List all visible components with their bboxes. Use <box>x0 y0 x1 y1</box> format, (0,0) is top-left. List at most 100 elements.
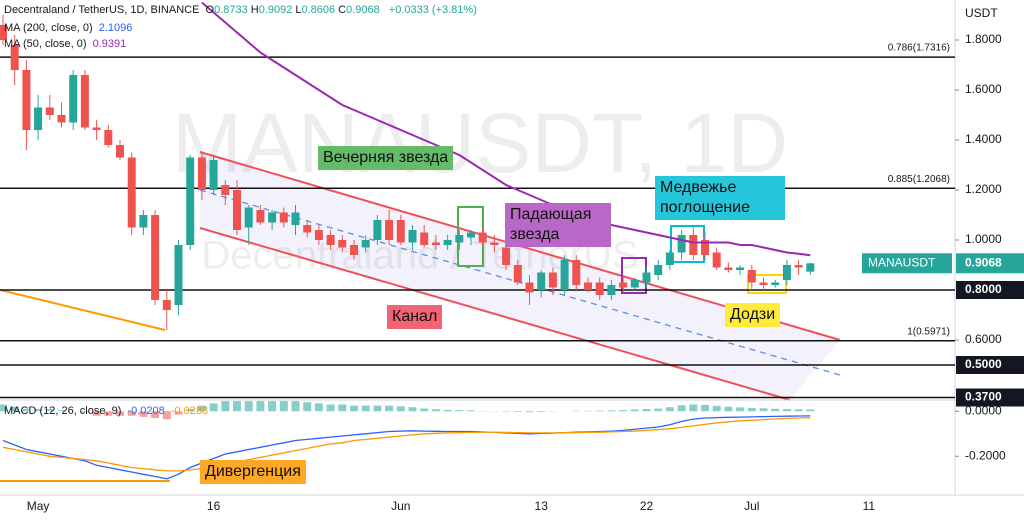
level-label: 0.3700 <box>965 390 1002 404</box>
level-label-box <box>956 281 1024 299</box>
histogram-bar <box>794 409 803 412</box>
candle-body <box>350 245 358 255</box>
y-tick-label: 1.8000 <box>965 32 1002 46</box>
candle-body <box>584 282 592 290</box>
candle-body <box>782 265 791 280</box>
candle-body <box>104 130 113 145</box>
ohlc: O0.8733 H0.9092 L0.8606 C0.9068 <box>206 4 383 16</box>
candle-body <box>151 215 160 300</box>
candle-body <box>642 272 651 283</box>
histogram-bar <box>303 402 312 412</box>
annotation: Додзи <box>725 303 781 327</box>
indicator-value: -0.0208 <box>127 405 165 417</box>
histogram-bar <box>209 403 218 412</box>
ohlc-value: 0.9092 <box>258 4 293 16</box>
fib-label: 1(0.5971) <box>907 326 950 337</box>
histogram-bar <box>45 409 54 412</box>
histogram-bar <box>630 409 639 412</box>
histogram-bar <box>104 411 113 416</box>
y-tick-label: 1.2000 <box>965 182 1002 196</box>
x-tick-label: May <box>27 499 50 513</box>
histogram-bar <box>221 401 230 412</box>
candle-body <box>197 157 206 190</box>
candle-body <box>467 232 475 238</box>
ohlc-label: O <box>205 4 215 16</box>
y-tick-label: 0.0000 <box>965 403 1002 417</box>
candle-body <box>338 240 347 248</box>
change: +0.0333 (+3.81%) <box>388 4 477 16</box>
histogram-bar <box>186 409 195 412</box>
candle-body <box>724 267 733 270</box>
candle-body <box>630 280 639 288</box>
histogram-bar <box>455 410 464 412</box>
indicator-legend: MA (50, close, 0) 0.9391 <box>4 38 129 50</box>
histogram-bar <box>151 411 160 418</box>
candle-body <box>759 282 768 285</box>
histogram-bar <box>338 404 347 412</box>
header: Decentraland / TetherUS, 1D, BINANCE O0.… <box>4 4 480 16</box>
candle-body <box>420 232 429 245</box>
histogram-bar <box>34 409 43 412</box>
histogram-bar <box>197 405 206 412</box>
histogram-bar <box>537 411 546 412</box>
histogram-bar <box>771 408 780 412</box>
histogram-bar <box>396 406 405 412</box>
candle-body <box>443 240 452 245</box>
candle-body <box>139 215 148 228</box>
candle-body <box>373 220 382 240</box>
y-tick-label: 1.0000 <box>965 232 1002 246</box>
candle-body <box>256 210 265 223</box>
price-label-box <box>862 253 952 274</box>
candle-body <box>10 45 19 70</box>
candle-body <box>116 145 124 158</box>
indicator-value: 2.1096 <box>98 22 133 34</box>
candle-body <box>279 212 288 223</box>
ohlc-label: L <box>295 4 302 16</box>
y-tick-label: 1.6000 <box>965 82 1002 96</box>
indicator-legend: MA (200, close, 0) 2.1096 <box>4 22 135 34</box>
histogram-bar <box>373 405 382 412</box>
histogram-bar <box>92 411 101 416</box>
histogram-bar <box>420 408 429 412</box>
candle-body <box>45 107 54 115</box>
histogram-bar <box>443 409 452 412</box>
x-tick-label: Jul <box>744 499 759 513</box>
annotation: Канал <box>387 305 443 329</box>
x-tick-label: Jun <box>391 499 410 513</box>
fib-label: 0.786(1.7316) <box>888 43 950 54</box>
histogram-bar <box>654 408 663 412</box>
histogram-bar <box>642 409 651 412</box>
histogram-bar <box>385 405 394 412</box>
histogram-bar <box>724 406 733 412</box>
histogram-bar <box>607 410 616 412</box>
ohlc-value: 0.8733 <box>214 4 248 16</box>
candle-body <box>806 263 815 272</box>
histogram-bar <box>689 404 698 412</box>
histogram-bar <box>782 409 791 412</box>
x-tick-label: 11 <box>863 499 876 513</box>
candle-body <box>0 25 7 40</box>
candle-body <box>221 185 230 195</box>
histogram-bar <box>256 401 265 412</box>
y-tick-label: -0.2000 <box>965 448 1006 462</box>
annotation: Падающая звезда <box>505 203 611 247</box>
candle-body <box>57 115 66 123</box>
histogram-bar <box>677 405 686 412</box>
histogram-bar <box>595 410 604 412</box>
level-label-box <box>956 356 1024 374</box>
ohlc-value: 0.9068 <box>346 4 380 16</box>
histogram-bar <box>10 406 19 412</box>
candle-body <box>326 235 335 245</box>
ohlc-value: 0.8606 <box>301 4 336 16</box>
level-label-box <box>956 388 1024 407</box>
candle-body <box>127 157 136 228</box>
candle-body <box>69 75 78 123</box>
indicator-name: MA (200, close, 0) <box>4 22 93 34</box>
histogram-bar <box>57 410 66 412</box>
channel-line <box>199 227 791 401</box>
histogram-bar <box>162 411 171 420</box>
histogram-bar <box>759 408 768 412</box>
candle-body <box>712 252 721 268</box>
